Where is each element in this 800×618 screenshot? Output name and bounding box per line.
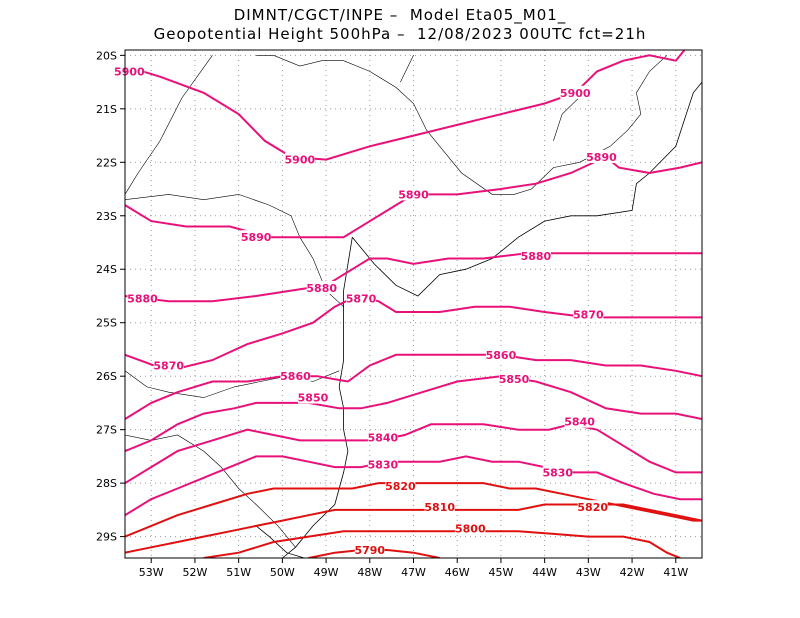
- contour-label-bg: [520, 248, 551, 262]
- contour-label-bg: [297, 390, 328, 404]
- contour-label: 5880: [306, 282, 337, 295]
- coastline: [351, 81, 703, 297]
- contour-label: 5890: [398, 188, 429, 201]
- contour-label-bg: [499, 371, 530, 385]
- contour-label-bg: [280, 369, 311, 383]
- contour-label-bg: [542, 465, 573, 479]
- x-tick-label: 42W: [620, 566, 645, 579]
- state-border: [124, 194, 344, 307]
- contour-label-bg: [306, 280, 337, 294]
- state-border: [124, 434, 296, 548]
- contour-label: 5790: [354, 544, 385, 557]
- contour-label: 5840: [368, 432, 399, 445]
- x-tick-label: 52W: [183, 566, 208, 579]
- coastline-layer: [124, 55, 703, 559]
- x-tick-label: 49W: [314, 566, 339, 579]
- contour-label-bg: [385, 478, 416, 492]
- y-tick-label: 22S: [96, 156, 117, 169]
- contour-label-bg: [485, 347, 516, 361]
- y-tick-label: 28S: [96, 477, 117, 490]
- contour-label: 5900: [114, 65, 145, 78]
- contour-label-bg: [367, 430, 398, 444]
- contour-label: 5840: [564, 416, 595, 429]
- contour-label: 5860: [280, 370, 311, 383]
- contour-line-5860: [125, 353, 702, 420]
- contour-line-5840: [125, 423, 702, 484]
- contour-label-bg: [346, 291, 377, 305]
- y-tick-label: 24S: [96, 263, 117, 276]
- contour-label: 5860: [486, 349, 517, 362]
- contour-label-bg: [455, 521, 486, 535]
- contour-line-5870: [125, 294, 702, 372]
- y-tick-label: 29S: [96, 531, 117, 544]
- contour-label-bg: [564, 414, 595, 428]
- contour-label: 5830: [542, 466, 573, 479]
- x-tick-label: 50W: [270, 566, 295, 579]
- contour-label-bg: [398, 187, 429, 201]
- contour-label-bg: [573, 307, 604, 321]
- contour-label: 5820: [577, 501, 608, 514]
- contour-label-bg: [424, 500, 455, 514]
- x-tick-label: 45W: [488, 566, 513, 579]
- contour-label-bg: [354, 542, 385, 556]
- contour-label: 5900: [560, 87, 591, 100]
- contour-label: 5880: [127, 293, 158, 306]
- x-tick-label: 51W: [226, 566, 251, 579]
- contour-label: 5890: [586, 151, 617, 164]
- x-tick-label: 43W: [576, 566, 601, 579]
- contour-line-5800: [203, 530, 681, 558]
- contour-line-5900: [125, 50, 686, 161]
- state-border: [400, 55, 414, 83]
- contour-label: 5890: [241, 231, 272, 244]
- contour-line-5820: [125, 482, 702, 538]
- contour-line-5880: [125, 252, 702, 303]
- contour-label-bg: [114, 64, 145, 78]
- y-tick-label: 23S: [96, 210, 117, 223]
- contour-line-5890: [125, 155, 702, 239]
- contour-label: 5850: [298, 392, 329, 405]
- contour-label-bg: [127, 291, 158, 305]
- x-tick-label: 44W: [532, 566, 557, 579]
- coastline: [282, 237, 353, 559]
- contour-label: 5880: [521, 250, 552, 263]
- map-title-line-1: DIMNT/CGCT/INPE – Model Eta05_M01_: [233, 6, 567, 24]
- y-tick-label: 26S: [96, 370, 117, 383]
- contour-label: 5900: [285, 154, 316, 167]
- contour-label-bg: [586, 149, 617, 163]
- contour-labels: 5900 5900 5900 5890 5890 5890 5880 5880 5880 5870…: [114, 64, 617, 557]
- contour-label-bg: [367, 457, 398, 471]
- x-tick-label: 47W: [401, 566, 426, 579]
- map-frame: [124, 49, 703, 559]
- contour-label: 5870: [153, 359, 184, 372]
- contour-label: 5820: [385, 480, 416, 493]
- coastline: [255, 525, 305, 559]
- y-tick-label: 27S: [96, 424, 117, 437]
- x-tick-label: 53W: [139, 566, 164, 579]
- x-tick-label: 46W: [445, 566, 470, 579]
- y-tick-label: 25S: [96, 317, 117, 330]
- contour-label-bg: [241, 230, 272, 244]
- map-title-line-2: Geopotential Height 500hPa – 12/08/2023 …: [153, 25, 647, 43]
- contour-label-bg: [577, 500, 608, 514]
- contour-line-5850: [125, 375, 702, 453]
- contour-label: 5830: [368, 458, 399, 471]
- y-tick-label: 20S: [96, 49, 117, 62]
- x-tick-label: 41W: [663, 566, 688, 579]
- contour-line-5830: [125, 455, 702, 517]
- state-border: [124, 55, 213, 195]
- contour-label-bg: [153, 358, 184, 372]
- contour-label: 5800: [455, 523, 486, 536]
- axis-ticks: 53W 52W 51W 50W 49W 48W 47W 46W 45W 44W 43W 42W 41W 2…: [96, 49, 688, 579]
- state-border: [553, 92, 585, 141]
- contour-label-bg: [284, 152, 315, 166]
- state-border: [256, 55, 668, 195]
- contour-label: 5850: [499, 373, 530, 386]
- contour-label-bg: [560, 85, 591, 99]
- contour-label: 5870: [573, 309, 604, 322]
- y-tick-label: 21S: [96, 103, 117, 116]
- contour-label: 5870: [346, 293, 377, 306]
- x-tick-label: 48W: [357, 566, 382, 579]
- contour-label: 5810: [424, 501, 455, 514]
